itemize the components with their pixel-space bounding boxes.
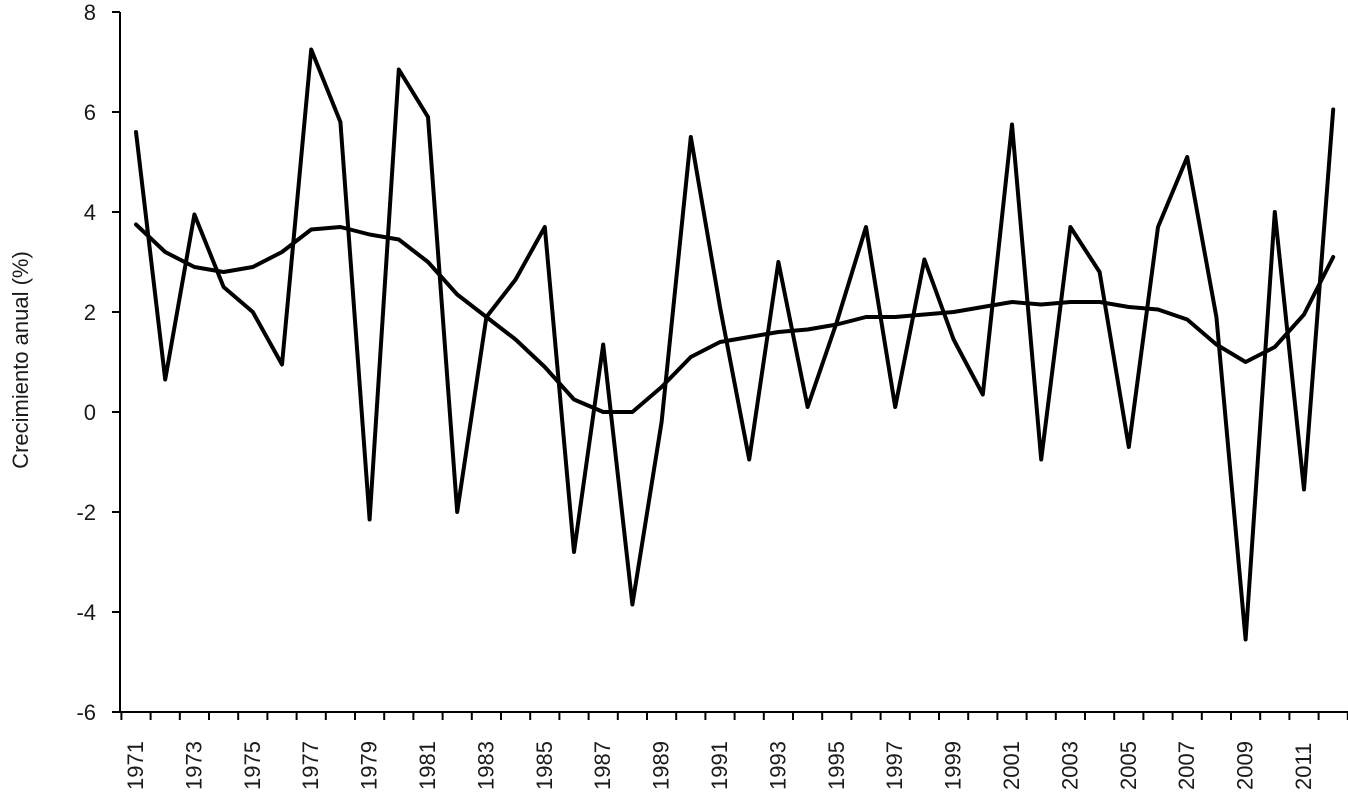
x-tick-label: 1983 — [473, 741, 498, 790]
x-tick-label: 1999 — [941, 741, 966, 790]
x-tick-label: 1987 — [590, 741, 615, 790]
y-axis-title: Crecimiento anual (%) — [8, 251, 33, 469]
x-tick-label: 1989 — [649, 741, 674, 790]
x-tick-label: 1997 — [882, 741, 907, 790]
series-line-trend — [134, 222, 1336, 414]
y-tick-label: 2 — [84, 300, 96, 325]
x-tick-label: 1993 — [765, 741, 790, 790]
series-line-annual — [134, 47, 1336, 642]
x-tick-label: 1971 — [123, 741, 148, 790]
x-tick-label: 1979 — [357, 741, 382, 790]
x-tick-label: 2005 — [1116, 741, 1141, 790]
y-tick-label: -4 — [76, 600, 96, 625]
x-axis: 1971 1973 1975 1977 1979 1981 1983 1985 1987 1989… — [120, 711, 1348, 790]
y-tick-label: 6 — [84, 100, 96, 125]
series-layer — [134, 47, 1336, 642]
x-tick-label: 2003 — [1057, 741, 1082, 790]
x-tick-label: 2007 — [1174, 741, 1199, 790]
x-tick-label: 1981 — [415, 741, 440, 790]
x-tick-label: 1977 — [298, 741, 323, 790]
x-tick-label: 1995 — [824, 741, 849, 790]
x-tick-label: 1985 — [532, 741, 557, 790]
y-tick-label: 4 — [84, 200, 96, 225]
x-tick-label: 1973 — [181, 741, 206, 790]
y-tick-label: 0 — [84, 400, 96, 425]
y-tick-label: -6 — [76, 700, 96, 725]
x-tick-label: 2001 — [999, 741, 1024, 790]
y-tick-label: -2 — [76, 500, 96, 525]
y-tick-label: 8 — [84, 0, 96, 25]
x-tick-label: 1975 — [240, 741, 265, 790]
x-tick-label: 1991 — [707, 741, 732, 790]
y-axis: -6 -4 -2 0 2 4 6 8 — [76, 0, 121, 725]
x-tick-label: 2009 — [1233, 741, 1258, 790]
x-tick-label: 2011 — [1291, 743, 1316, 790]
